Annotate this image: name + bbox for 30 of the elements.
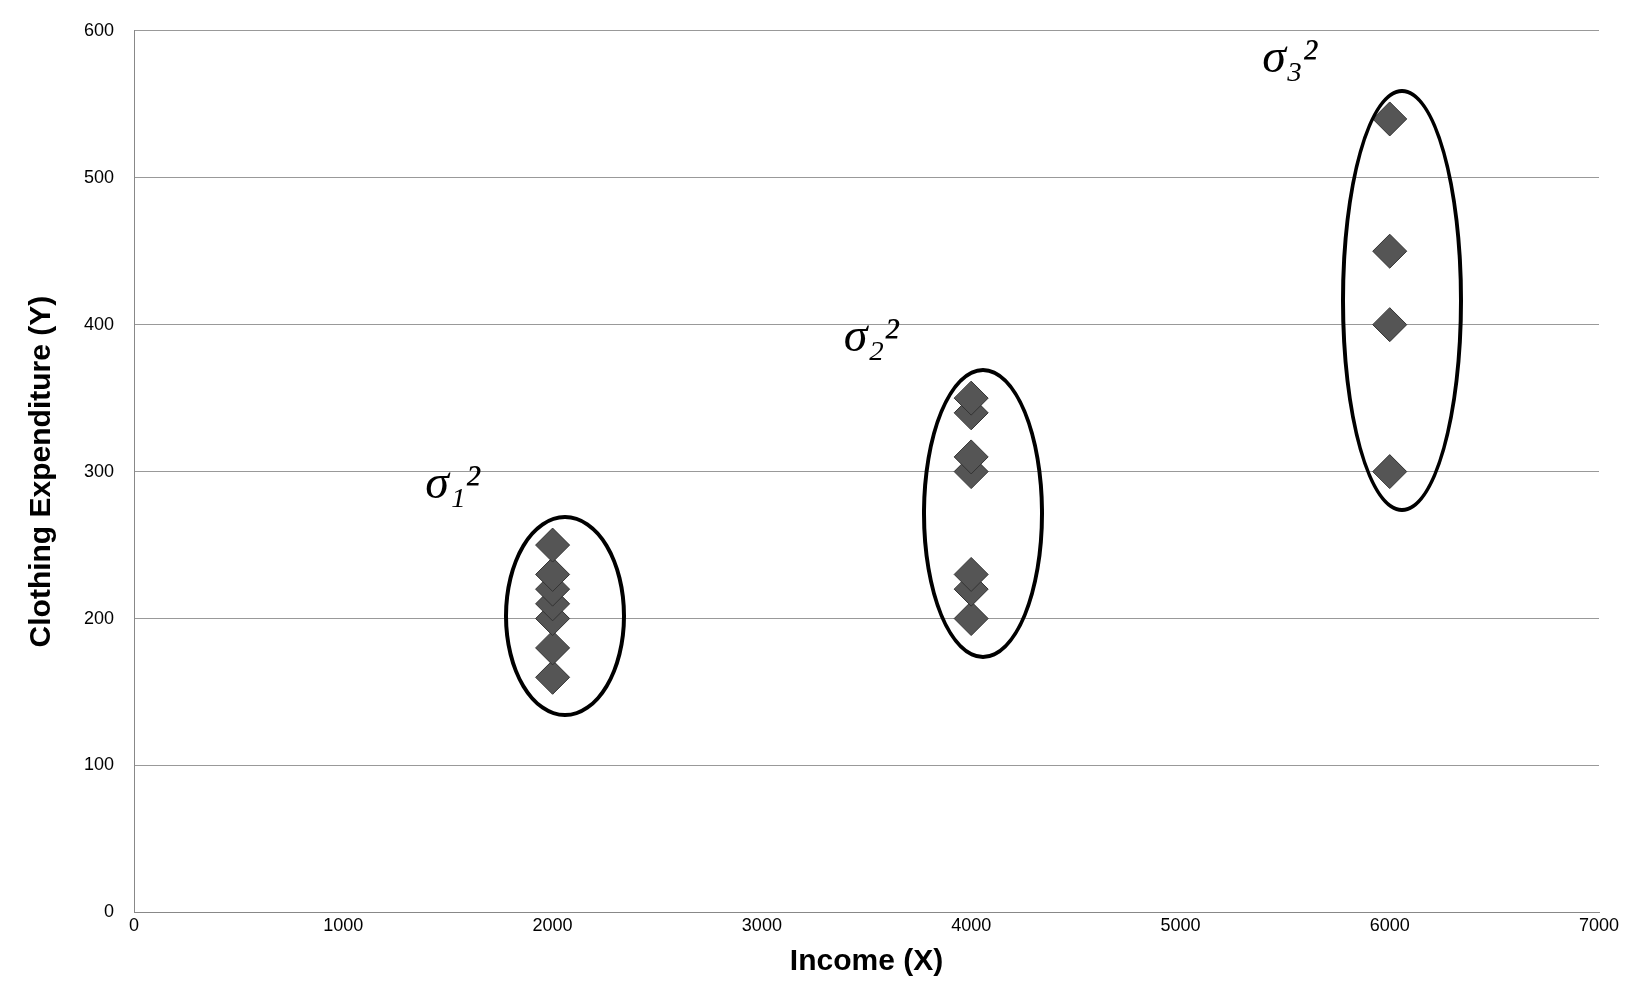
x-tick-label: 6000: [1369, 915, 1410, 936]
y-tick-label: 200: [83, 607, 115, 628]
y-tick-label: 600: [83, 19, 115, 40]
point: [953, 601, 989, 637]
point: [1372, 307, 1408, 343]
x-tick-label: 7000: [1578, 915, 1620, 936]
point: [535, 630, 571, 666]
point: [953, 439, 989, 475]
annotation: σ₂²: [843, 307, 901, 361]
point: [1372, 233, 1408, 269]
y-tick-label: 500: [83, 166, 115, 187]
y-tick-label: 300: [83, 460, 115, 481]
annotation: σ₁²: [425, 454, 482, 508]
y-tick-label: 400: [83, 313, 115, 334]
y-axis-title: Clothing Expenditure (Y): [23, 295, 57, 648]
annotation: σ₃²: [1262, 28, 1319, 82]
x-tick-label: 4000: [951, 915, 992, 936]
point: [1372, 101, 1408, 137]
point: [953, 380, 989, 416]
y-tick-label: 0: [104, 901, 115, 922]
x-tick-label: 0: [129, 915, 140, 936]
point: [535, 527, 571, 563]
y-tick-label: 100: [83, 754, 115, 775]
x-tick-label: 2000: [532, 915, 573, 936]
x-tick-label: 1000: [323, 915, 364, 936]
point: [953, 556, 989, 592]
x-axis-title: Income (X): [789, 943, 944, 977]
x-tick-label: 3000: [741, 915, 782, 936]
point: [1372, 454, 1408, 490]
x-tick-label: 5000: [1160, 915, 1201, 936]
